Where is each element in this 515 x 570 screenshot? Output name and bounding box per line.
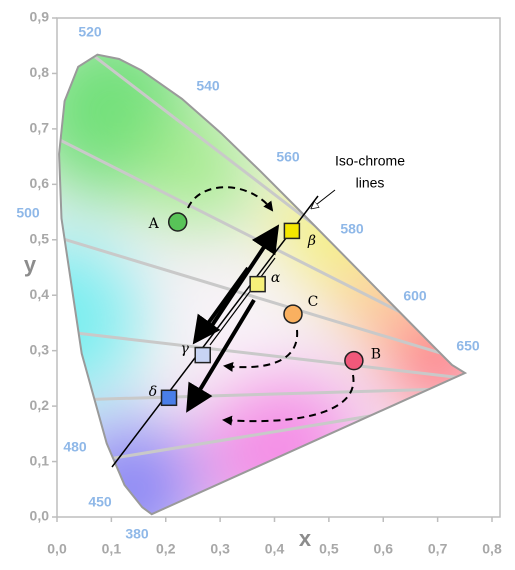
wavelength-label: 650	[456, 338, 480, 354]
x-tick-label: 0,3	[210, 541, 230, 557]
x-tick-label: 0,1	[102, 541, 122, 557]
wavelength-label: 560	[276, 149, 300, 165]
point	[167, 212, 188, 232]
point-label: β	[307, 233, 316, 249]
wavelength-label: 450	[88, 494, 112, 510]
y-tick-label: 0,6	[30, 175, 50, 191]
point-label: γ	[181, 341, 190, 357]
y-tick-label: 0,1	[30, 452, 50, 468]
y-tick-label: 0,8	[30, 64, 50, 80]
point-label: δ	[149, 384, 157, 400]
arrow	[186, 298, 256, 413]
point	[160, 389, 178, 407]
wavelength-label: 500	[16, 205, 40, 221]
iso-chrome-line	[209, 257, 276, 346]
y-axis-label: y	[24, 252, 37, 277]
x-tick-label: 0,7	[428, 541, 448, 557]
point-label: B	[371, 347, 381, 363]
point-label: α	[271, 270, 281, 286]
point	[283, 222, 301, 240]
x-tick-label: 0,4	[265, 541, 285, 557]
x-tick-label: 0,2	[156, 541, 176, 557]
point-label: C	[308, 294, 319, 310]
dashed-arrow	[222, 374, 355, 426]
annotation-pointer	[312, 189, 336, 208]
point	[283, 304, 303, 324]
wavelength-label: 600	[403, 288, 427, 304]
wavelength-label: 480	[63, 439, 87, 455]
annotation: lines	[356, 175, 385, 191]
wavelength-label: 380	[125, 526, 149, 542]
point	[249, 275, 266, 293]
dashed-arrow	[187, 186, 274, 212]
point	[344, 350, 364, 371]
wavelength-label: 540	[196, 78, 220, 94]
y-tick-label: 0,4	[30, 286, 50, 302]
y-tick-label: 0,7	[30, 120, 50, 136]
wavelength-label: 520	[78, 24, 102, 40]
y-tick-label: 0,9	[30, 9, 50, 25]
x-tick-label: 0,0	[47, 541, 67, 557]
y-tick-label: 0,3	[30, 341, 50, 357]
y-tick-label: 0,5	[30, 230, 50, 246]
y-tick-label: 0,2	[30, 397, 50, 413]
y-tick-label: 0,0	[30, 508, 50, 524]
annotation: Iso-chrome	[335, 153, 405, 169]
point-label: A	[148, 216, 160, 232]
wavelength-label: 580	[340, 221, 364, 237]
x-tick-label: 0,5	[319, 541, 339, 557]
point	[194, 346, 211, 364]
x-axis-label: x	[299, 526, 312, 551]
spectral-locus	[58, 53, 468, 516]
x-tick-label: 0,6	[374, 541, 394, 557]
dashed-arrow	[223, 329, 299, 372]
x-tick-label: 0,8	[482, 541, 502, 557]
arrow	[192, 266, 250, 345]
